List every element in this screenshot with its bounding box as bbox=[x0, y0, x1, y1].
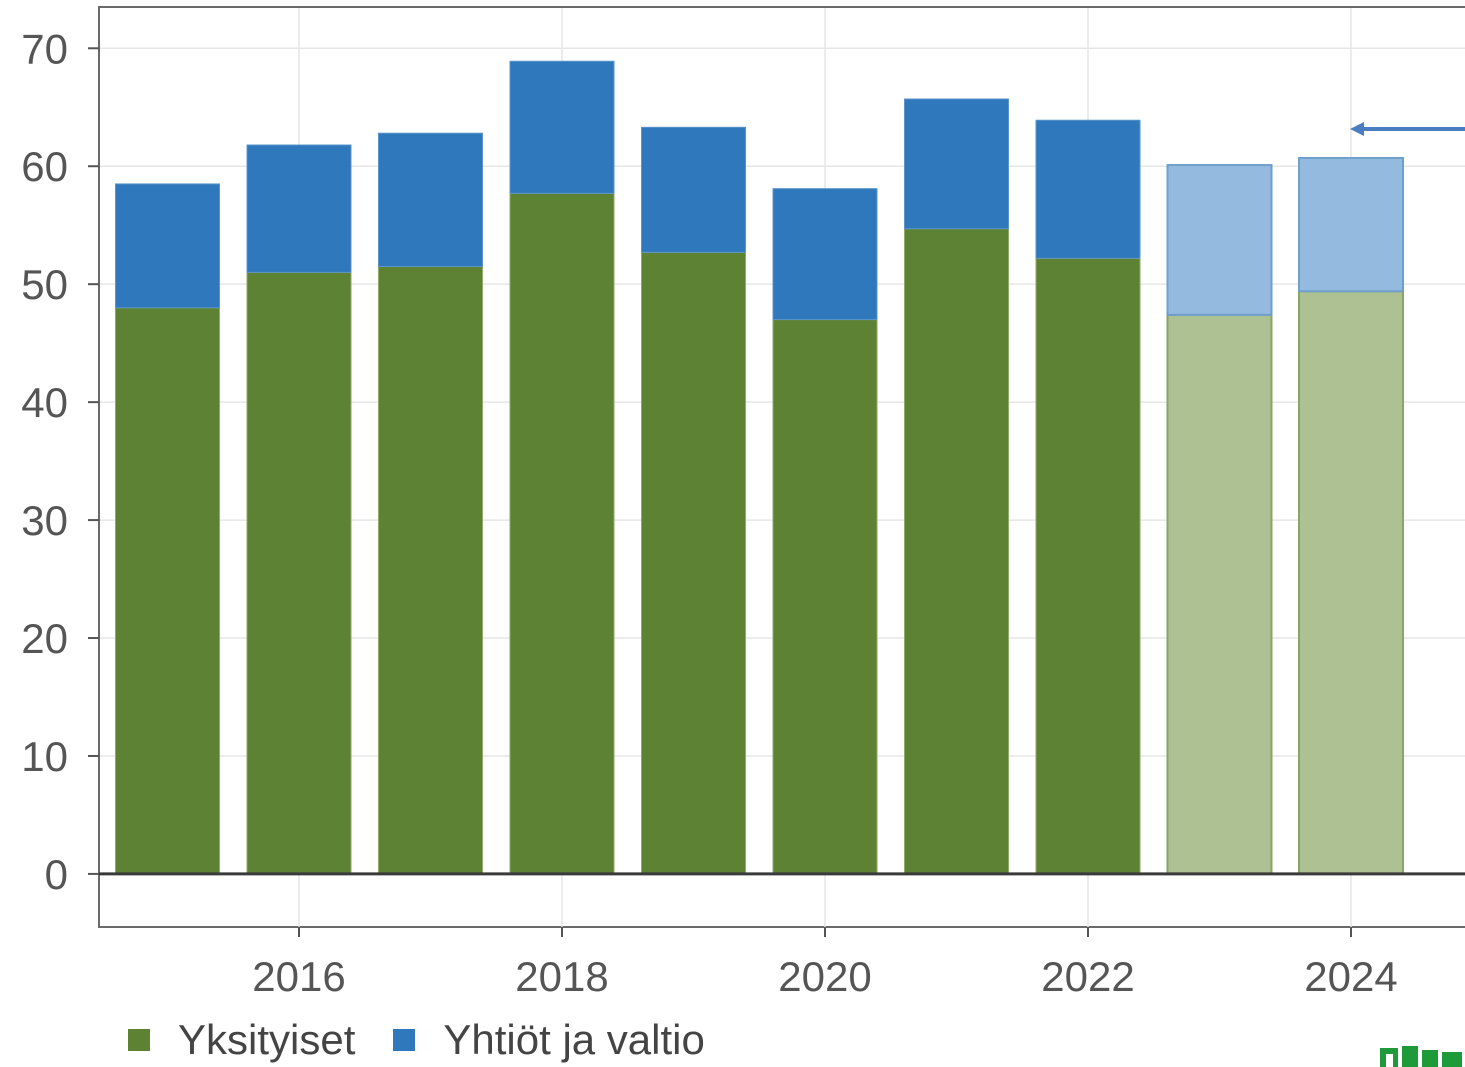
y-tick-label-70: 70 bbox=[21, 25, 68, 72]
bar-2024-yksityiset bbox=[1298, 290, 1404, 875]
bar-2022-yksityiset bbox=[1035, 257, 1141, 875]
bar-2024-yhtiot-ja-valtio bbox=[1298, 156, 1404, 293]
legend-item-yksityiset: Yksityiset bbox=[128, 1016, 355, 1064]
bar-2016-yhtiot-ja-valtio bbox=[246, 144, 352, 273]
x-axis-ticks: 2016 2018 2020 2022 2024 bbox=[252, 927, 1398, 1000]
bar-2019-yhtiot-ja-valtio bbox=[641, 126, 746, 253]
bar-2018-yksityiset bbox=[509, 192, 615, 875]
y-axis-ticks: 0 10 20 30 40 50 60 70 bbox=[21, 25, 99, 898]
y-tick-label-20: 20 bbox=[21, 615, 68, 662]
y-tick-label-10: 10 bbox=[21, 733, 68, 780]
bar-2018-yhtiot-ja-valtio bbox=[509, 60, 615, 194]
brand-logo-mark bbox=[1380, 1046, 1462, 1067]
y-tick-label-30: 30 bbox=[21, 497, 68, 544]
annotation-arrow bbox=[1350, 122, 1465, 136]
bar-2015-yhtiot-ja-valtio bbox=[115, 183, 220, 309]
bar-2021-yksityiset bbox=[904, 228, 1009, 875]
y-tick-label-50: 50 bbox=[21, 261, 68, 308]
bar-2023-yhtiot-ja-valtio bbox=[1166, 164, 1273, 316]
legend: Yksityiset Yhtiöt ja valtio bbox=[128, 1016, 743, 1064]
bar-2017-yhtiot-ja-valtio bbox=[378, 132, 483, 267]
bars bbox=[115, 60, 1404, 875]
bar-2016-yksityiset bbox=[246, 271, 352, 875]
x-tick-label-2016: 2016 bbox=[252, 953, 345, 1000]
x-tick-label-2022: 2022 bbox=[1041, 953, 1134, 1000]
legend-label-yksityiset: Yksityiset bbox=[178, 1016, 356, 1063]
y-tick-label-0: 0 bbox=[45, 851, 68, 898]
legend-label-yhtiot-ja-valtio: Yhtiöt ja valtio bbox=[443, 1016, 705, 1063]
bar-2021-yhtiot-ja-valtio bbox=[904, 98, 1009, 230]
bar-2015-yksityiset bbox=[115, 307, 220, 875]
bar-2023-yksityiset bbox=[1166, 313, 1273, 875]
legend-swatch-yhtiot-ja-valtio bbox=[393, 1029, 416, 1051]
y-tick-label-60: 60 bbox=[21, 143, 68, 190]
bar-2017-yksityiset bbox=[378, 265, 483, 875]
bar-2019-yksityiset bbox=[641, 251, 746, 875]
x-tick-label-2024: 2024 bbox=[1304, 953, 1397, 1000]
x-tick-label-2020: 2020 bbox=[778, 953, 871, 1000]
brand-logo bbox=[1378, 1042, 1465, 1067]
bar-2022-yhtiot-ja-valtio bbox=[1035, 119, 1141, 259]
bar-2020-yhtiot-ja-valtio bbox=[772, 188, 878, 321]
legend-item-yhtiot-ja-valtio: Yhtiöt ja valtio bbox=[393, 1016, 705, 1064]
y-tick-label-40: 40 bbox=[21, 379, 68, 426]
x-tick-label-2018: 2018 bbox=[515, 953, 608, 1000]
legend-swatch-yksityiset bbox=[128, 1029, 150, 1051]
bar-2020-yksityiset bbox=[772, 319, 878, 875]
